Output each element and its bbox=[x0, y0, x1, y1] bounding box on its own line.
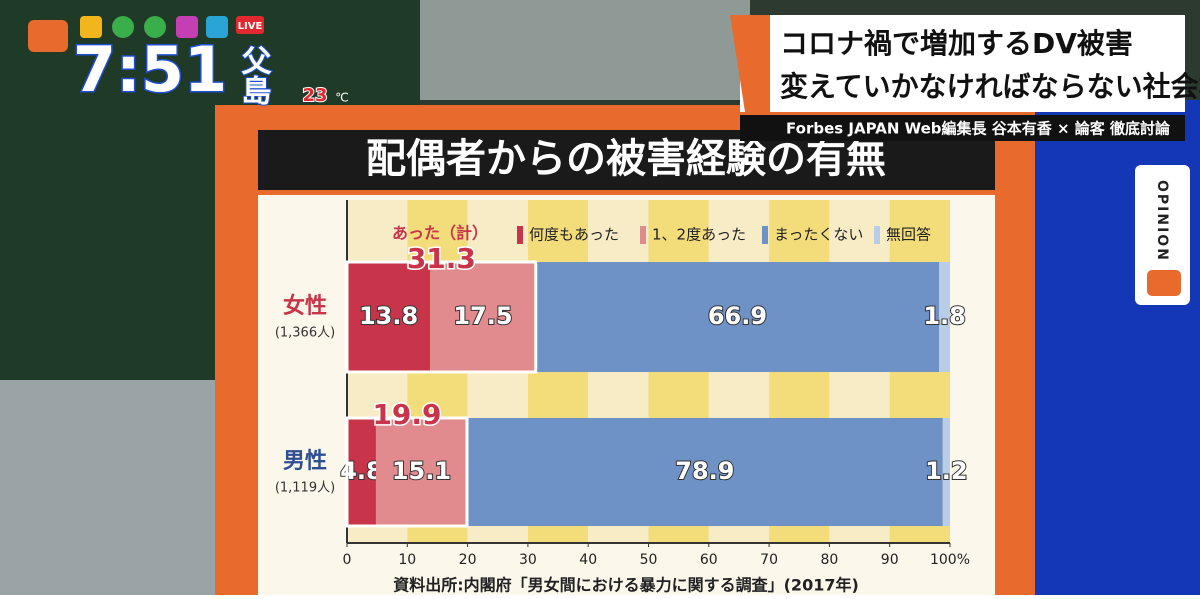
headline-box bbox=[740, 15, 1185, 112]
icon bbox=[1147, 270, 1181, 296]
icon bbox=[80, 16, 102, 38]
source: 資料出所:内閣府「男女間における暴力に関する調査」(2017年) bbox=[393, 576, 859, 595]
live-badge bbox=[236, 16, 264, 34]
chart-title: 配偶者からの被害経験の有無 bbox=[366, 136, 886, 182]
legend-label: まったくない bbox=[774, 226, 863, 244]
value-label: 13.8 bbox=[359, 302, 418, 330]
x-tick-label: 90 bbox=[881, 552, 899, 568]
x-tick-label: 50 bbox=[640, 552, 658, 568]
legend-swatch bbox=[640, 226, 646, 244]
bar-segment bbox=[466, 418, 943, 526]
x-tick-label: 0 bbox=[343, 552, 352, 568]
value-label: 1.2 bbox=[925, 457, 968, 485]
headline: コロナ禍で増加するDV被害 bbox=[780, 27, 1133, 60]
x-tick-label: 80 bbox=[820, 552, 838, 568]
value-label: 78.9 bbox=[675, 457, 734, 485]
bar-segment bbox=[942, 418, 950, 526]
temperature-unit: ℃ bbox=[335, 91, 348, 105]
value-label: 15.1 bbox=[392, 457, 451, 485]
tab bbox=[1135, 165, 1190, 305]
live: LIVE bbox=[238, 21, 263, 32]
x-tick-label: 100% bbox=[930, 552, 970, 568]
icon bbox=[28, 20, 68, 52]
time: 7:51 bbox=[73, 33, 227, 106]
bar-segment bbox=[347, 418, 376, 526]
legend-label: 1、2度あった bbox=[652, 226, 746, 244]
icon bbox=[206, 16, 228, 38]
legend-label: 何度もあった bbox=[529, 226, 619, 244]
legend-swatch bbox=[874, 226, 880, 244]
tab-label: OPINION bbox=[1154, 180, 1170, 262]
byline: Forbes JAPAN Web編集長 谷本有香 × 論客 徹底討論 bbox=[786, 120, 1171, 138]
bar-segment bbox=[535, 262, 940, 372]
value-label: 66.9 bbox=[708, 302, 767, 330]
value-label: 1.8 bbox=[923, 302, 966, 330]
bar-segment bbox=[375, 418, 467, 526]
bar-segment bbox=[430, 262, 536, 372]
category-label: 女性 bbox=[283, 293, 327, 319]
desk bbox=[0, 380, 220, 595]
legend-swatch bbox=[762, 226, 768, 244]
x-tick-label: 70 bbox=[760, 552, 778, 568]
wall bbox=[420, 0, 750, 100]
value-label: 17.5 bbox=[453, 302, 512, 330]
x-tick-label: 20 bbox=[459, 552, 477, 568]
x-tick-label: 10 bbox=[398, 552, 416, 568]
chart: 0 10 20 30 40 50 60 70 80 90 100% あった（計） 何度もあった 1、2度あ… bbox=[275, 200, 970, 568]
x-tick-label: 30 bbox=[519, 552, 537, 568]
x-tick-label: 60 bbox=[700, 552, 718, 568]
x-tick-label: 40 bbox=[579, 552, 597, 568]
byline-band bbox=[740, 115, 1185, 141]
icon bbox=[176, 16, 198, 38]
place: 父島 bbox=[236, 45, 272, 105]
icon bbox=[144, 16, 166, 38]
headline-accent bbox=[730, 15, 770, 112]
total-outline bbox=[345, 416, 469, 528]
icon bbox=[112, 16, 134, 38]
category-note: (1,366人) bbox=[275, 326, 335, 341]
bar-segment bbox=[347, 262, 431, 372]
temperature: 23 bbox=[302, 85, 327, 106]
total-label: 19.9 bbox=[372, 398, 441, 431]
headline: 変えていかなければならない社会構造 bbox=[780, 70, 1200, 103]
legend-label: 無回答 bbox=[886, 226, 931, 244]
category-label: 男性 bbox=[283, 449, 327, 474]
legend-swatch bbox=[517, 226, 523, 244]
category-note: (1,119人) bbox=[275, 481, 335, 496]
bar-segment bbox=[939, 262, 950, 372]
total-label: 31.3 bbox=[407, 242, 476, 275]
totals-label: あった（計） bbox=[392, 224, 488, 243]
total-outline bbox=[345, 260, 538, 374]
